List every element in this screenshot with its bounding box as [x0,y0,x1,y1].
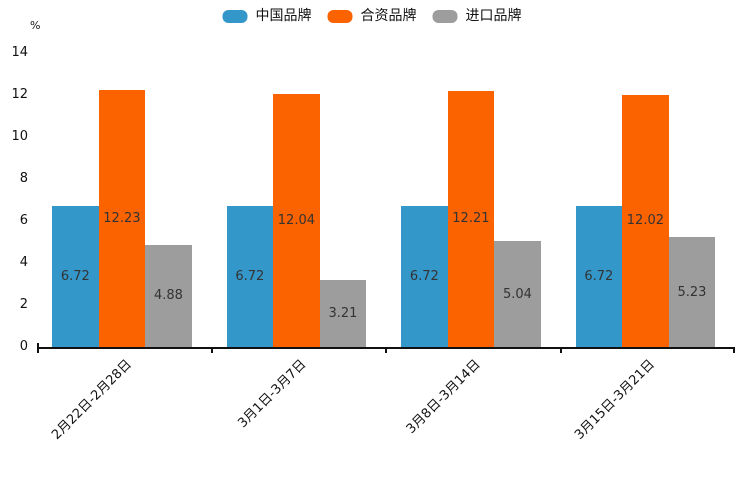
bar-value-label: 6.72 [60,268,90,284]
x-axis-line [37,347,735,349]
x-axis-origin-tick [37,343,39,347]
legend-item-china-brand[interactable]: 中国品牌 [222,7,312,25]
x-axis-tick [37,349,39,353]
x-axis-tick [210,349,213,353]
y-tick-label: 10 [11,129,28,144]
bar-series-1-group-0: 12.23 [98,90,146,347]
bar-value-label: 5.23 [677,284,707,300]
x-axis-label: 2月22日-2月28日 [49,357,135,443]
x-axis-tick [733,349,735,353]
bar-series-0-group-0: 6.72 [52,205,99,347]
x-axis-label: 3月1日-3月7日 [235,357,310,432]
bar-value-label: 5.04 [503,286,532,302]
x-axis-label: 3月15日-3月21日 [572,357,659,443]
bar-value-label: 12.21 [452,211,490,227]
plot-area: 2月22日-2月28日 3月1日-3月7日 3月8日-3月14日 3月15日-3… [37,53,735,443]
legend-swatch-china-brand [222,9,248,23]
legend-label-joint-venture-brand: 合资品牌 [360,8,417,24]
y-tick-label: 6 [19,213,28,228]
x-axis-label: 3月8日-3月14日 [403,357,484,437]
bar-series-2-group-1: 3.21 [319,279,367,347]
y-tick-label: 14 [11,45,28,60]
bar-series-0-group-2: 6.72 [401,205,448,347]
legend-item-joint-venture-brand[interactable]: 合资品牌 [327,7,417,25]
bar-value-label: 4.88 [154,288,183,304]
bar-series-0-group-3: 6.72 [575,205,623,347]
bar-value-label: 3.21 [328,305,358,321]
bar-value-label: 12.04 [277,213,315,229]
legend: 中国品牌 合资品牌 进口品牌 [222,7,522,25]
bar-series-1-group-1: 12.04 [273,94,320,347]
legend-label-import-brand: 进口品牌 [465,8,522,24]
legend-label-china-brand: 中国品牌 [255,8,312,24]
bar-value-label: 12.02 [626,213,664,229]
bar-value-label: 6.72 [235,268,265,284]
y-tick-label: 0 [19,339,28,354]
bar-series-1-group-2: 12.21 [447,90,495,347]
y-tick-label: 4 [19,255,28,270]
legend-item-import-brand[interactable]: 进口品牌 [432,7,522,25]
bar-value-label: 12.23 [103,211,141,227]
bar-series-1-group-3: 12.02 [622,94,669,347]
legend-swatch-import-brand [432,9,458,23]
y-tick-label: 2 [19,297,28,312]
x-axis-tick [385,349,387,353]
bar-value-label: 6.72 [584,268,614,284]
x-axis-tick [559,349,562,353]
bar-series-2-group-0: 4.88 [145,244,192,347]
y-tick-label: 8 [19,171,28,186]
bar-series-0-group-1: 6.72 [226,205,274,347]
y-axis-unit-label: % [30,19,41,32]
bar-series-2-group-2: 5.04 [494,241,541,347]
bar-series-2-group-3: 5.23 [668,237,716,347]
y-tick-label: 12 [11,87,28,102]
y-axis: 0 2 4 6 8 10 12 14 [0,45,28,354]
legend-swatch-joint-venture-brand [327,9,353,23]
bar-value-label: 6.72 [409,268,439,284]
